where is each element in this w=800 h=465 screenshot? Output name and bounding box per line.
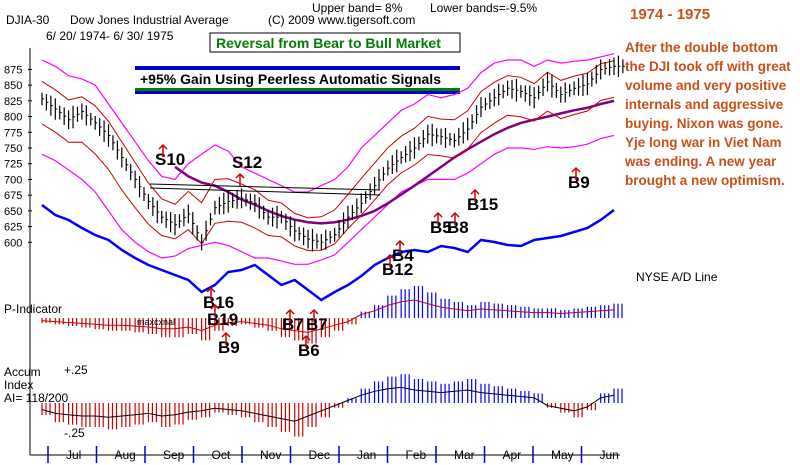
accum-ai-label: AI= 118/200: [4, 391, 68, 405]
y-tick-label: 825: [4, 96, 22, 108]
inner-upper-band-line: [41, 60, 615, 219]
signal-arrow-head: [221, 331, 231, 338]
signal-arrow-head: [285, 308, 295, 315]
band-group: [41, 53, 615, 265]
signal-arrow-head: [206, 286, 216, 293]
reversal-banner: Reversal from Bear to Bull Market: [216, 35, 441, 51]
x-tick-group: Jul Aug Sep Oct Nov Dec Jan Feb Mar Apr May Jun: [47, 446, 619, 463]
x-tick-label: Aug: [115, 448, 136, 462]
sidebar-title: 1974 - 1975: [630, 6, 711, 23]
lower-band-label: Lower bands=-9.5%: [430, 1, 537, 15]
signal-arrow-head: [470, 188, 480, 195]
accum-top-label: +.25: [64, 363, 88, 377]
index-name: Dow Jones Industrial Average: [70, 13, 229, 27]
gain-banner-bottom-rule: [135, 91, 460, 94]
signal-label: B7: [282, 315, 304, 334]
signal-label: B7: [306, 315, 328, 334]
y-tick-label: 650: [4, 206, 22, 218]
signal-label: B15: [467, 195, 498, 214]
accum-label-2: Index: [4, 378, 33, 392]
gain-banner-top-rule: [135, 66, 460, 70]
resistance-line: [149, 187, 381, 196]
y-tick-label: 725: [4, 159, 22, 171]
signal-label: B12: [382, 260, 413, 279]
lower-band-line: [41, 134, 615, 265]
x-tick-label: Nov: [260, 448, 281, 462]
y-tick-label: 700: [4, 174, 22, 186]
signal-arrow-head: [433, 211, 443, 218]
resistance-line: [149, 183, 381, 191]
price-bar-group: [41, 55, 625, 252]
y-tick-label: 625: [4, 222, 22, 234]
ad-line-group: [41, 204, 615, 302]
signal-arrow-head: [235, 172, 245, 179]
accum-index-ma: [41, 386, 615, 422]
signal-label: B9: [568, 173, 590, 192]
signal-arrow-head: [571, 166, 581, 173]
accum-label-1: Accum: [4, 365, 41, 379]
date-range-label: 6/ 20/ 1974- 6/ 30/ 1975: [46, 29, 174, 43]
x-tick-label: May: [551, 448, 574, 462]
signal-arrow-head: [385, 253, 395, 260]
moving-average-line: [174, 99, 615, 225]
signal-arrow-head: [210, 303, 220, 310]
x-tick-label: Feb: [406, 448, 427, 462]
signal-arrow-head: [301, 334, 311, 341]
upper-band-label: Upper band= 8%: [312, 1, 403, 15]
y-tick-label: 675: [4, 190, 22, 202]
p-indicator-group: [41, 286, 623, 344]
signal-label: B8: [447, 218, 469, 237]
nyse-ad-label: NYSE A/D Line: [636, 270, 718, 284]
inner-lower-band-line: [41, 96, 615, 252]
x-tick-label: Apr: [503, 448, 522, 462]
y-tick-label: 850: [4, 80, 22, 92]
reversal-banner-box: [209, 32, 461, 53]
signal-arrow-head: [450, 211, 460, 218]
p-indicator-ma: [41, 299, 615, 333]
copyright-label: (C) 2009 www.tigersoft.com: [268, 13, 415, 27]
signal-arrow-head: [158, 143, 168, 150]
x-tick-label: Sep: [163, 448, 185, 462]
accum-index-group: [41, 374, 623, 437]
maxcxnal-label: maxcxnal: [137, 317, 175, 327]
sidebar-text: After the double bottom the DJI took off…: [625, 40, 791, 188]
y-tick-label: 600: [4, 237, 22, 249]
signal-label: B9: [218, 338, 240, 357]
signal-label: B19: [207, 310, 238, 329]
gain-banner-green-rule: [135, 88, 460, 91]
p-indicator-label: P-Indicator: [4, 302, 62, 316]
signal-label: S12: [232, 153, 262, 172]
y-tick-label: 775: [4, 127, 22, 139]
signal-label: S10: [155, 150, 185, 169]
y-tick-label: 875: [4, 64, 22, 76]
signal-arrow-head: [309, 308, 319, 315]
y-tick-label: 750: [4, 143, 22, 155]
upper-band-line: [41, 53, 615, 193]
gain-banner: +95% Gain Using Peerless Automatic Signa…: [140, 71, 441, 87]
x-tick-label: Oct: [212, 448, 231, 462]
signal-label: B5: [430, 218, 452, 237]
signal-arrow-head: [395, 239, 405, 246]
x-tick-label: Mar: [454, 448, 475, 462]
symbol-label: DJIA-30: [6, 13, 50, 27]
x-tick-label: Jul: [66, 448, 81, 462]
y-tick-group: 875 850 825 800 775 750 725 700 675 650 625 600: [4, 64, 32, 249]
signal-label: B6: [298, 341, 320, 360]
nyse-ad-line: [41, 204, 615, 302]
signal-label: B4: [392, 246, 414, 265]
x-tick-label: Dec: [309, 448, 330, 462]
x-tick-label: Jun: [600, 448, 619, 462]
accum-bottom-label: -.25: [64, 426, 85, 440]
x-tick-label: Jan: [357, 448, 376, 462]
y-tick-label: 800: [4, 112, 22, 124]
